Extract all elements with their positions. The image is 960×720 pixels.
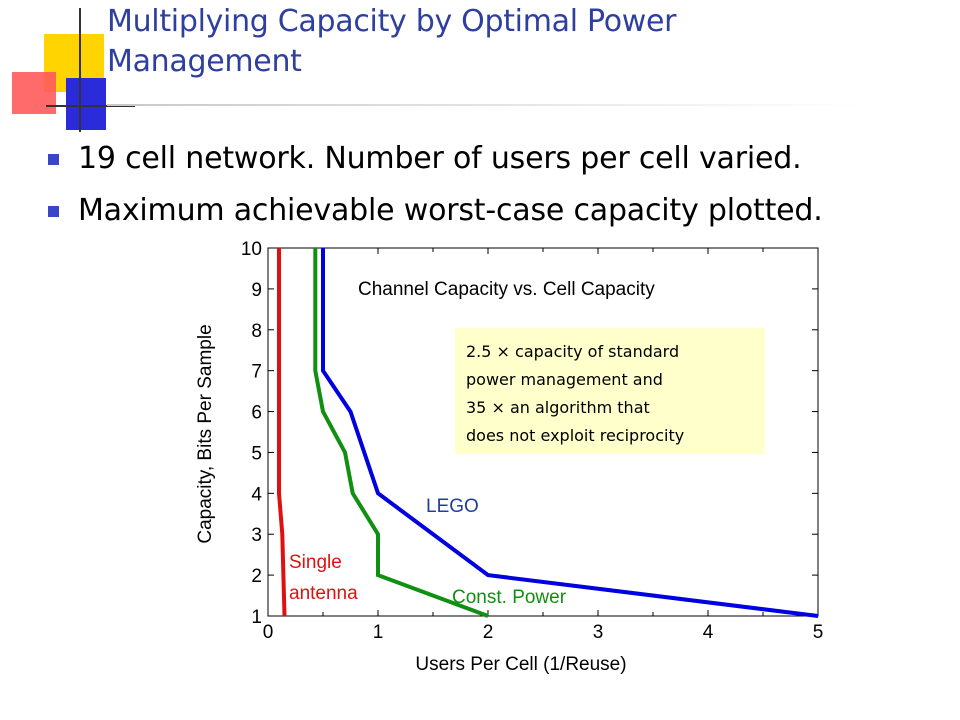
x-tick-label: 4 [703, 622, 714, 643]
logo-red-square [12, 72, 56, 114]
bullet-item: Maximum achievable worst-case capacity p… [48, 190, 823, 242]
y-axis-title: Capacity, Bits Per Sample [195, 324, 216, 543]
title-divider [107, 104, 867, 106]
x-tick-label: 3 [593, 622, 604, 643]
y-tick-label: 5 [251, 443, 262, 464]
series-label-lego: LEGO [426, 496, 479, 517]
x-tick-label: 5 [813, 622, 824, 643]
y-tick-label: 7 [251, 362, 262, 383]
x-axis-title: Users Per Cell (1/Reuse) [415, 654, 626, 675]
series-lines [277, 248, 819, 618]
bullet-square-icon [48, 206, 59, 217]
annotation-line-3: 35 × an algorithm that [466, 398, 650, 417]
annotation-line-1: 2.5 × capacity of standard [466, 342, 679, 361]
bullet-text: 19 cell network. Number of users per cel… [78, 141, 802, 176]
series-line-single-antenna [277, 248, 287, 617]
y-tick-label: 1 [251, 607, 262, 628]
slide-title: Multiplying Capacity by Optimal Power Ma… [107, 2, 927, 82]
series-line-const-power [313, 248, 489, 618]
y-tick-label: 6 [251, 403, 262, 424]
slide-title-line1: Multiplying Capacity by Optimal Power [107, 4, 677, 39]
y-tick-label: 8 [251, 321, 262, 342]
slide-logo [12, 8, 135, 132]
bullet-item: 19 cell network. Number of users per cel… [48, 138, 823, 190]
y-tick-label: 10 [241, 239, 262, 260]
series-line-lego [321, 248, 819, 618]
series-label-single-line2: antenna [289, 583, 358, 604]
y-tick-label: 3 [251, 525, 262, 546]
slide-title-line2: Management [107, 44, 302, 79]
annotation-line-2: power management and [466, 370, 663, 389]
bullet-square-icon [48, 154, 59, 165]
series-label-const-power: Const. Power [452, 587, 567, 608]
y-tick-label: 9 [251, 280, 262, 301]
y-tick-label: 2 [251, 566, 262, 587]
annotation-line-4: does not exploit reciprocity [466, 426, 684, 445]
x-tick-label: 2 [483, 622, 494, 643]
series-label-single-line1: Single [289, 552, 342, 573]
chart-title: Channel Capacity vs. Cell Capacity [358, 279, 655, 300]
x-tick-label: 1 [373, 622, 384, 643]
bullet-text: Maximum achievable worst-case capacity p… [78, 193, 823, 228]
bullet-list: 19 cell network. Number of users per cel… [48, 138, 823, 242]
x-tick-label: 0 [263, 622, 274, 643]
logo-blue-square [66, 78, 106, 130]
y-tick-label: 4 [251, 484, 262, 505]
annotation-box [455, 328, 765, 454]
